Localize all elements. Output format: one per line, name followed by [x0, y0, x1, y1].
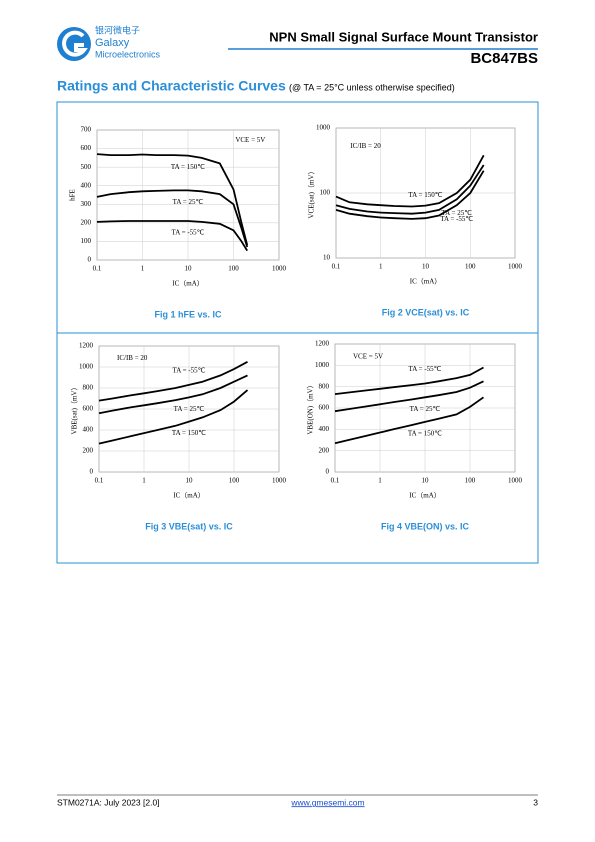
y-axis-label: VCE(sat)（mV）: [308, 168, 316, 219]
x-tick-label: 10: [185, 265, 193, 273]
y-axis-label: VBE(sat)（mV）: [71, 384, 79, 435]
series-label: TA = -55℃: [408, 365, 441, 373]
footer-doc: STM0271A: July 2023 [2.0]: [57, 797, 160, 807]
series-line: [335, 170, 485, 220]
x-tick-label: 1000: [508, 477, 523, 485]
logo-en: Microelectronics: [95, 49, 161, 59]
series-label: TA = 150℃: [172, 429, 206, 437]
section-title: Ratings and Characteristic Curves: [57, 78, 286, 94]
x-axis-label: IC（mA）: [409, 492, 441, 500]
figure-caption: Fig 1 hFE vs. IC: [154, 309, 222, 319]
series-line: [98, 361, 248, 402]
doc-title: NPN Small Signal Surface Mount Transisto…: [269, 29, 538, 44]
footer-link[interactable]: www.gmesemi.com: [290, 797, 364, 807]
logo-en: Galaxy: [95, 37, 130, 49]
series-label: TA = 150℃: [171, 163, 205, 171]
series-label: TA = -55℃: [440, 215, 473, 223]
x-tick-label: 1: [142, 477, 146, 485]
x-tick-label: 1: [141, 265, 145, 273]
x-tick-label: 10: [422, 263, 430, 271]
y-tick-label: 400: [319, 425, 330, 433]
y-tick-label: 1000: [79, 363, 94, 371]
series-line: [96, 153, 249, 246]
y-tick-label: 0: [88, 256, 92, 264]
y-tick-label: 800: [83, 384, 94, 392]
series-line: [98, 389, 249, 445]
x-tick-label: 0.1: [331, 477, 340, 485]
series-line: [96, 189, 249, 248]
series-label: TA = -55℃: [171, 229, 204, 237]
x-tick-label: 1: [378, 477, 382, 485]
series-label: TA = 25℃: [174, 405, 205, 413]
figure-caption: Fig 2 VCE(sat) vs. IC: [382, 307, 470, 317]
x-tick-label: 1000: [272, 477, 287, 485]
series-line: [335, 164, 485, 215]
series-line: [335, 154, 485, 208]
y-tick-label: 600: [83, 405, 94, 413]
x-tick-label: 1000: [272, 265, 287, 273]
y-tick-label: 600: [81, 144, 92, 152]
x-tick-label: 10: [422, 477, 430, 485]
y-axis-label: hFE: [69, 189, 77, 201]
y-tick-label: 500: [81, 163, 92, 171]
figure-caption: Fig 3 VBE(sat) vs. IC: [145, 521, 233, 531]
figure-caption: Fig 4 VBE(ON) vs. IC: [381, 521, 470, 531]
section-condition: (@ TA = 25°C unless otherwise specified): [289, 82, 455, 92]
x-tick-label: 1000: [508, 263, 523, 271]
x-tick-label: 100: [465, 477, 476, 485]
x-tick-label: 100: [229, 477, 240, 485]
x-tick-label: 100: [465, 263, 476, 271]
y-tick-label: 200: [83, 447, 94, 455]
y-tick-label: 200: [319, 446, 330, 454]
x-tick-label: 0.1: [95, 477, 104, 485]
series-label: TA = -55℃: [172, 366, 205, 374]
annotation: VCE = 5V: [353, 352, 383, 360]
series-line: [98, 374, 248, 415]
series-label: TA = 25℃: [410, 405, 441, 413]
y-tick-label: 10: [323, 254, 331, 262]
annotation: VCE = 5V: [235, 136, 265, 144]
x-tick-label: 10: [186, 477, 194, 485]
series-label: TA = 150℃: [408, 429, 442, 437]
y-tick-label: 600: [319, 404, 330, 412]
series-line: [334, 366, 484, 395]
annotation: IC/IB = 20: [117, 354, 148, 362]
series-line: [334, 380, 484, 413]
x-tick-label: 100: [228, 265, 239, 273]
series-label: TA = 25℃: [173, 198, 204, 206]
logo-cn: 银河微电子: [95, 24, 140, 35]
y-tick-label: 300: [81, 200, 92, 208]
x-axis-label: IC（mA）: [172, 280, 204, 288]
y-tick-label: 800: [319, 382, 330, 390]
y-tick-label: 1200: [79, 342, 94, 350]
y-tick-label: 200: [81, 218, 92, 226]
x-axis-label: IC（mA）: [173, 492, 205, 500]
y-tick-label: 100: [320, 189, 331, 197]
x-tick-label: 0.1: [93, 265, 102, 273]
x-tick-label: 0.1: [332, 263, 341, 271]
y-tick-label: 700: [81, 126, 92, 134]
x-tick-label: 1: [379, 263, 383, 271]
series-line: [96, 220, 248, 252]
y-tick-label: 100: [81, 237, 92, 245]
x-axis-label: IC（mA）: [410, 278, 442, 286]
y-tick-label: 400: [81, 181, 92, 189]
y-tick-label: 0: [326, 468, 330, 476]
y-tick-label: 1200: [315, 340, 330, 348]
series-label: TA = 150℃: [408, 191, 442, 199]
annotation: IC/IB = 20: [350, 142, 381, 150]
page-number: 3: [533, 797, 538, 807]
series-label: TA = 25℃: [441, 209, 472, 217]
logo-glyph: [62, 30, 88, 57]
series-line: [334, 396, 485, 445]
y-tick-label: 0: [90, 468, 94, 476]
y-tick-label: 1000: [316, 124, 331, 132]
part-number: BC847BS: [470, 50, 538, 67]
y-tick-label: 400: [83, 426, 94, 434]
y-axis-label: VBE(ON)（mV）: [307, 381, 315, 434]
y-tick-label: 1000: [315, 361, 330, 369]
